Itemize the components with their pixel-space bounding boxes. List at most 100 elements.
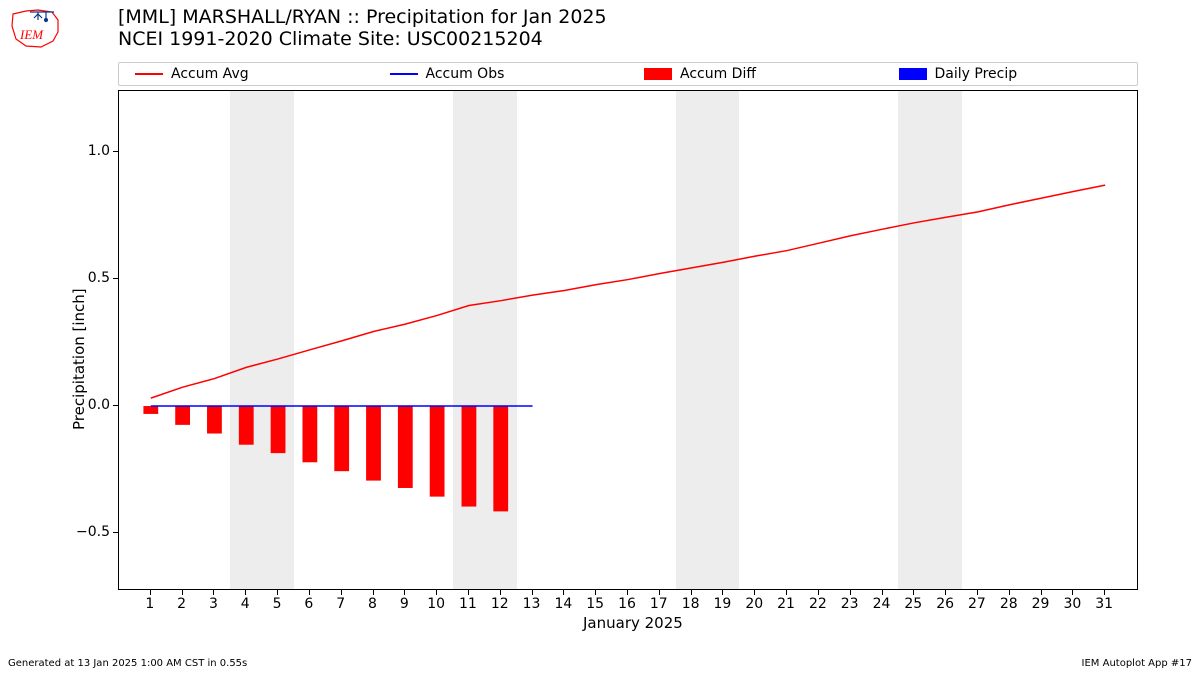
x-tick-label: 9	[400, 596, 409, 612]
x-tick	[468, 590, 469, 595]
plot-svg	[119, 91, 1137, 589]
legend-item: Daily Precip	[883, 66, 1138, 82]
x-axis-label: January 2025	[583, 614, 683, 632]
x-tick-label: 5	[273, 596, 282, 612]
x-tick-label: 21	[777, 596, 795, 612]
x-tick	[722, 590, 723, 595]
x-tick-label: 30	[1063, 596, 1081, 612]
y-tick	[113, 278, 118, 279]
x-tick-label: 12	[491, 596, 509, 612]
x-tick-label: 24	[873, 596, 891, 612]
x-tick-label: 2	[177, 596, 186, 612]
x-tick	[245, 590, 246, 595]
x-tick-label: 4	[241, 596, 250, 612]
accum-diff-bar	[175, 406, 190, 425]
x-tick	[404, 590, 405, 595]
y-tick	[113, 151, 118, 152]
x-tick	[373, 590, 374, 595]
legend-item: Accum Avg	[119, 66, 374, 82]
x-tick-label: 3	[209, 596, 218, 612]
x-tick	[627, 590, 628, 595]
x-tick	[1072, 590, 1073, 595]
svg-text:IEM: IEM	[19, 27, 44, 42]
x-tick-label: 25	[904, 596, 922, 612]
accum-diff-bar	[271, 406, 286, 453]
legend-label: Accum Avg	[171, 66, 249, 82]
x-tick	[691, 590, 692, 595]
x-tick-label: 8	[368, 596, 377, 612]
x-tick-label: 17	[650, 596, 668, 612]
x-tick	[341, 590, 342, 595]
x-tick-label: 22	[809, 596, 827, 612]
x-tick-label: 6	[304, 596, 313, 612]
x-tick	[977, 590, 978, 595]
app-credit: IEM Autoplot App #17	[1082, 658, 1192, 669]
x-tick	[213, 590, 214, 595]
accum-diff-bar	[302, 406, 317, 462]
accum-avg-line	[151, 185, 1105, 398]
accum-diff-bar	[334, 406, 349, 471]
title-line-2: NCEI 1991-2020 Climate Site: USC00215204	[118, 28, 607, 50]
x-tick-label: 29	[1032, 596, 1050, 612]
x-tick	[436, 590, 437, 595]
x-tick-label: 19	[714, 596, 732, 612]
title-line-1: [MML] MARSHALL/RYAN :: Precipitation for…	[118, 6, 607, 28]
legend-item: Accum Diff	[628, 66, 883, 82]
legend-label: Accum Obs	[426, 66, 505, 82]
x-tick-label: 26	[936, 596, 954, 612]
legend: Accum Avg Accum Obs Accum Diff Daily Precip	[118, 62, 1138, 86]
accum-diff-bar	[366, 406, 381, 481]
x-tick-label: 7	[336, 596, 345, 612]
x-tick	[945, 590, 946, 595]
x-tick	[786, 590, 787, 595]
accum-diff-bar	[143, 406, 158, 414]
legend-swatch	[135, 73, 163, 75]
accum-diff-bar	[398, 406, 413, 488]
x-tick	[882, 590, 883, 595]
plot-area	[118, 90, 1138, 590]
x-tick	[754, 590, 755, 595]
accum-diff-bar	[430, 406, 445, 497]
x-tick	[850, 590, 851, 595]
x-tick-label: 18	[682, 596, 700, 612]
x-tick-label: 13	[523, 596, 541, 612]
x-tick-label: 11	[459, 596, 477, 612]
x-tick-label: 28	[1000, 596, 1018, 612]
legend-item: Accum Obs	[374, 66, 629, 82]
x-tick-label: 10	[427, 596, 445, 612]
legend-swatch	[644, 68, 672, 80]
x-tick	[913, 590, 914, 595]
legend-swatch	[390, 73, 418, 75]
x-tick	[1041, 590, 1042, 595]
legend-label: Accum Diff	[680, 66, 756, 82]
x-tick	[500, 590, 501, 595]
accum-diff-bar	[493, 406, 508, 511]
y-tick-label: 1.0	[88, 143, 110, 159]
x-tick	[182, 590, 183, 595]
x-tick	[818, 590, 819, 595]
legend-swatch	[899, 68, 927, 80]
x-tick-label: 23	[841, 596, 859, 612]
x-tick	[309, 590, 310, 595]
y-tick	[113, 532, 118, 533]
chart-title: [MML] MARSHALL/RYAN :: Precipitation for…	[118, 6, 607, 50]
x-tick-label: 16	[618, 596, 636, 612]
x-tick	[277, 590, 278, 595]
legend-label: Daily Precip	[935, 66, 1018, 82]
accum-diff-bar	[207, 406, 222, 433]
y-tick-label: 0.0	[88, 397, 110, 413]
x-tick-label: 20	[745, 596, 763, 612]
x-tick-label: 1	[145, 596, 154, 612]
iem-logo: IEM	[8, 6, 63, 51]
y-tick-label: 0.5	[88, 270, 110, 286]
generated-timestamp: Generated at 13 Jan 2025 1:00 AM CST in …	[8, 658, 247, 669]
x-tick-label: 15	[586, 596, 604, 612]
x-tick	[532, 590, 533, 595]
y-tick-label: −0.5	[76, 524, 110, 540]
x-tick-label: 27	[968, 596, 986, 612]
accum-diff-bar	[239, 406, 254, 445]
y-axis-label: Precipitation [inch]	[70, 288, 88, 430]
chart-container: { "title": { "line1": "[MML] MARSHALL/RY…	[0, 0, 1200, 675]
x-tick-label: 31	[1095, 596, 1113, 612]
x-tick	[659, 590, 660, 595]
